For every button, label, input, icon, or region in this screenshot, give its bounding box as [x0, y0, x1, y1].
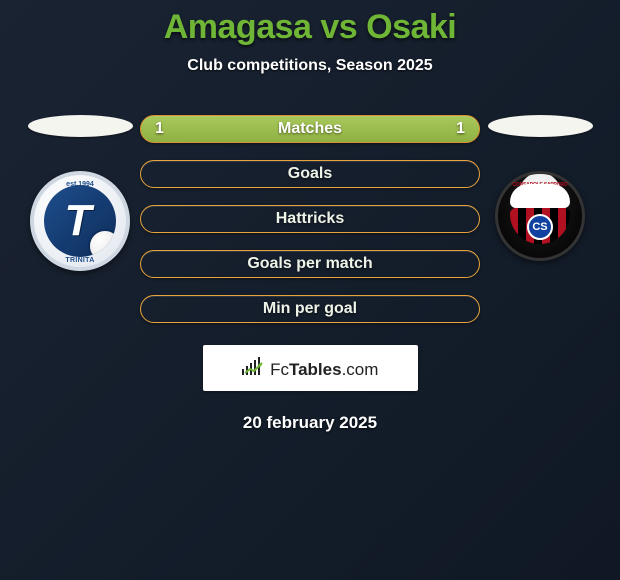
left-team-crest[interactable]: est.1994 T TRINITA	[30, 171, 130, 271]
right-banner-ellipse	[488, 115, 593, 137]
brand-logo: FcTables.com	[242, 357, 379, 380]
stat-right-value: 1	[456, 120, 465, 138]
content-row: est.1994 T TRINITA 1 Matches 1 Goals	[0, 115, 620, 323]
page-subtitle: Club competitions, Season 2025	[187, 57, 432, 75]
stat-label: Hattricks	[276, 210, 344, 228]
right-team-crest[interactable]: CONSADOLE SAPPORO CS	[495, 171, 585, 261]
right-crest-owl-head	[510, 184, 570, 208]
stat-label: Goals per match	[247, 255, 372, 273]
left-team-column: est.1994 T TRINITA	[20, 115, 140, 271]
page-title: Amagasa vs Osaki	[164, 8, 457, 47]
trend-line-icon	[244, 361, 264, 375]
stat-bar-min-per-goal: Min per goal	[140, 295, 480, 323]
stat-bar-hattricks: Hattricks	[140, 205, 480, 233]
soccer-ball-icon	[88, 229, 116, 257]
brand-text: FcTables.com	[270, 360, 378, 380]
stat-bars: 1 Matches 1 Goals Hattricks Goals per ma…	[140, 115, 480, 323]
stat-left-value: 1	[155, 120, 164, 138]
comparison-card: Amagasa vs Osaki Club competitions, Seas…	[0, 0, 620, 433]
left-crest-initial: T	[65, 196, 92, 246]
left-banner-ellipse	[28, 115, 133, 137]
left-crest-inner: T	[44, 185, 116, 257]
stat-label: Goals	[288, 165, 332, 183]
right-team-column: CONSADOLE SAPPORO CS	[480, 115, 600, 261]
left-crest-name: TRINITA	[65, 257, 94, 264]
date-label: 20 february 2025	[243, 413, 377, 433]
right-crest-badge: CS	[527, 214, 553, 240]
stat-bar-goals: Goals	[140, 160, 480, 188]
brand-attribution[interactable]: FcTables.com	[203, 345, 418, 391]
right-crest-badge-text: CS	[532, 221, 547, 233]
stat-label: Min per goal	[263, 300, 357, 318]
stat-label: Matches	[278, 120, 342, 138]
stat-bar-goals-per-match: Goals per match	[140, 250, 480, 278]
stat-bar-matches: 1 Matches 1	[140, 115, 480, 143]
